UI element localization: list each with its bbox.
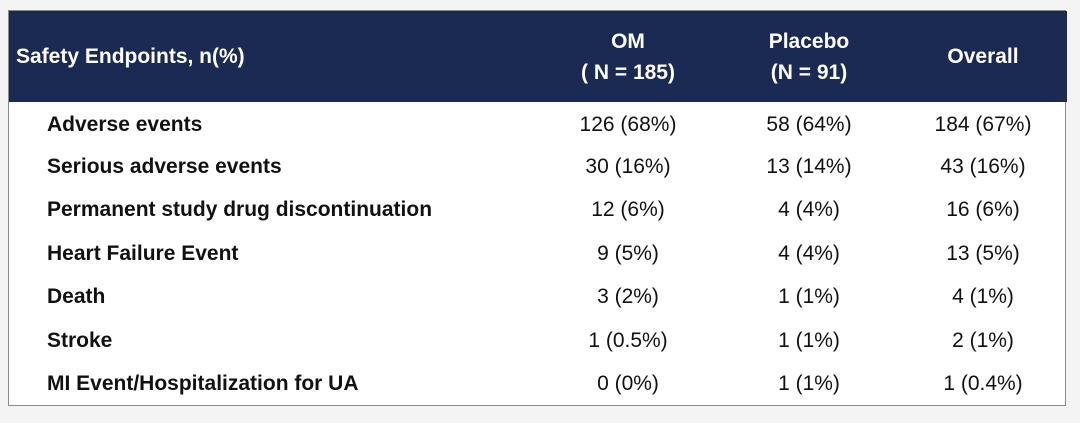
safety-table-frame: Safety Endpoints, n(%) OM ( N = 185) Pla… <box>8 10 1067 406</box>
table-header-row: Safety Endpoints, n(%) OM ( N = 185) Pla… <box>9 11 1067 102</box>
header-label: Safety Endpoints, n(%) <box>16 45 245 68</box>
table-row: Permanent study drug discontinuation 12 … <box>9 189 1067 232</box>
cell-om: 0 (0%) <box>597 372 659 396</box>
cell-om: 3 (2%) <box>597 285 659 309</box>
safety-endpoints-table: Safety Endpoints, n(%) OM ( N = 185) Pla… <box>9 11 1067 406</box>
row-label: Stroke <box>47 328 113 352</box>
cell-overall: 43 (16%) <box>940 155 1026 179</box>
cell-om: 9 (5%) <box>597 241 659 265</box>
cell-om: 126 (68%) <box>579 113 677 137</box>
cell-placebo: 1 (1%) <box>778 372 840 396</box>
cell-overall: 184 (67%) <box>934 113 1032 137</box>
cell-overall: 16 (6%) <box>946 198 1020 222</box>
header-overall: Overall <box>899 11 1067 102</box>
cell-placebo: 1 (1%) <box>778 328 840 352</box>
header-placebo: Placebo (N = 91) <box>719 11 899 102</box>
cell-overall: 13 (5%) <box>946 241 1020 265</box>
cell-placebo: 4 (4%) <box>778 198 840 222</box>
row-label: MI Event/Hospitalization for UA <box>47 372 359 396</box>
table-row: Serious adverse events 30 (16%) 13 (14%)… <box>9 145 1067 188</box>
row-label: Serious adverse events <box>47 155 282 179</box>
row-label: Adverse events <box>47 113 203 137</box>
cell-overall: 4 (1%) <box>952 285 1014 309</box>
cell-om: 12 (6%) <box>591 198 665 222</box>
row-label: Permanent study drug discontinuation <box>47 198 433 222</box>
cell-overall: 1 (0.4%) <box>943 372 1023 396</box>
header-overall-name: Overall <box>947 45 1019 68</box>
cell-om: 1 (0.5%) <box>588 328 668 352</box>
table-row: MI Event/Hospitalization for UA 0 (0%) 1… <box>9 362 1067 405</box>
header-om-name: OM <box>611 29 645 53</box>
cell-om: 30 (16%) <box>585 155 671 179</box>
cell-overall: 2 (1%) <box>952 328 1014 352</box>
table-row: Adverse events 126 (68%) 58 (64%) 184 (6… <box>9 102 1067 145</box>
table-row: Heart Failure Event 9 (5%) 4 (4%) 13 (5%… <box>9 232 1067 275</box>
cell-placebo: 4 (4%) <box>778 241 840 265</box>
header-placebo-name: Placebo <box>768 29 850 53</box>
cell-placebo: 58 (64%) <box>766 113 852 137</box>
header-placebo-n: (N = 91) <box>770 60 848 84</box>
cell-placebo: 1 (1%) <box>778 285 840 309</box>
table-row: Death 3 (2%) 1 (1%) 4 (1%) <box>9 276 1067 319</box>
header-om: OM ( N = 185) <box>537 11 719 102</box>
row-label: Death <box>47 285 106 309</box>
row-label: Heart Failure Event <box>47 241 239 265</box>
table-row: Stroke 1 (0.5%) 1 (1%) 2 (1%) <box>9 319 1067 362</box>
cell-placebo: 13 (14%) <box>766 155 852 179</box>
header-om-n: ( N = 185) <box>581 60 675 84</box>
